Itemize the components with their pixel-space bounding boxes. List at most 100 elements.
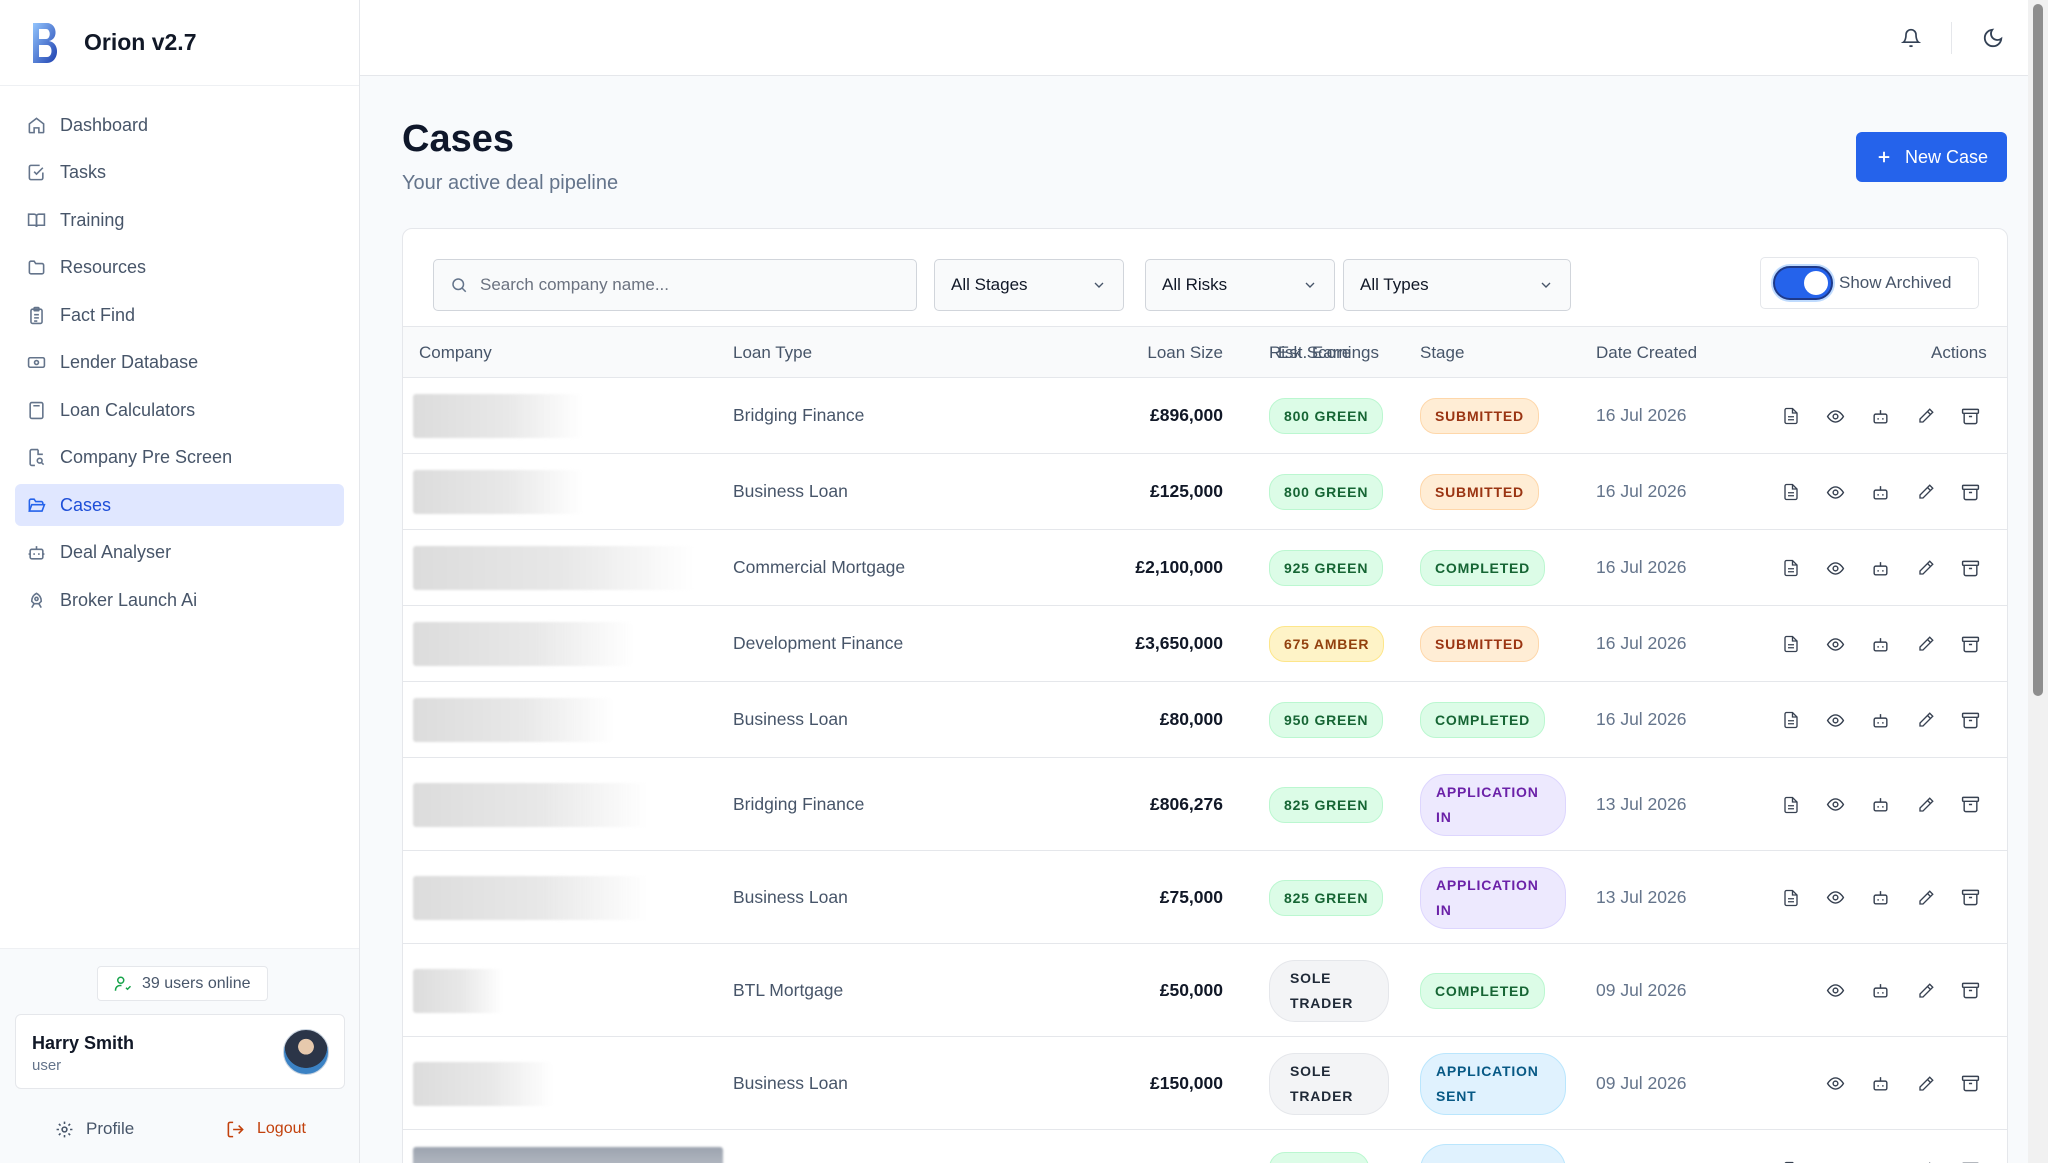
header-risk[interactable]: Risk Score: [1269, 343, 1352, 362]
table-row[interactable]: BTL Mortgage£50,000£2,495SOLE TRADERCOMP…: [403, 944, 2007, 1037]
table-row[interactable]: Commercial Mortgage£2,100,000£42,000925 …: [403, 530, 2007, 606]
bot-icon[interactable]: [1858, 976, 1903, 1006]
document-icon[interactable]: [1768, 401, 1813, 431]
bot-icon[interactable]: [1858, 883, 1903, 913]
bot-icon[interactable]: [1858, 790, 1903, 820]
view-icon[interactable]: [1813, 1155, 1858, 1163]
sidebar-item-training[interactable]: Training: [15, 199, 344, 241]
header-company[interactable]: Company: [419, 343, 492, 362]
archive-icon[interactable]: [1948, 629, 1993, 659]
view-icon[interactable]: [1813, 705, 1858, 735]
edit-icon[interactable]: [1903, 553, 1948, 583]
company-name-redacted[interactable]: [413, 394, 583, 438]
archive-icon[interactable]: [1948, 883, 1993, 913]
bot-icon[interactable]: [1858, 401, 1903, 431]
header-loan-type[interactable]: Loan Type: [733, 343, 813, 362]
edit-icon[interactable]: [1903, 1155, 1948, 1163]
company-name-redacted[interactable]: [413, 1147, 723, 1163]
sidebar-item-lender-database[interactable]: Lender Database: [15, 342, 344, 384]
company-name-redacted[interactable]: [413, 698, 613, 742]
bell-icon[interactable]: [1896, 23, 1926, 53]
new-case-button[interactable]: New Case: [1856, 132, 2007, 182]
view-icon[interactable]: [1813, 976, 1858, 1006]
table-row[interactable]: Business Loan£80,000£6,400950 GREENCOMPL…: [403, 682, 2007, 758]
sidebar-item-loan-calculators[interactable]: Loan Calculators: [15, 389, 344, 431]
edit-icon[interactable]: [1903, 477, 1948, 507]
view-icon[interactable]: [1813, 401, 1858, 431]
company-name-redacted[interactable]: [413, 546, 693, 590]
document-icon[interactable]: [1768, 553, 1813, 583]
company-name-redacted[interactable]: [413, 470, 583, 514]
risks-filter[interactable]: All Risks: [1145, 259, 1335, 311]
table-row[interactable]: Bridging Finance£896,000£17,920800 GREEN…: [403, 378, 2007, 454]
edit-icon[interactable]: [1903, 705, 1948, 735]
bot-icon[interactable]: [1858, 1155, 1903, 1163]
avatar[interactable]: [283, 1029, 329, 1075]
edit-icon[interactable]: [1903, 629, 1948, 659]
toggle-switch[interactable]: [1773, 266, 1833, 300]
sidebar-item-company-pre-screen[interactable]: Company Pre Screen: [15, 437, 344, 479]
stages-filter[interactable]: All Stages: [934, 259, 1124, 311]
header-earnings[interactable]: Est. Earnings: [1277, 343, 1379, 362]
archive-icon[interactable]: [1948, 553, 1993, 583]
edit-icon[interactable]: [1903, 790, 1948, 820]
sidebar-item-cases[interactable]: Cases: [15, 484, 344, 526]
header-date[interactable]: Date Created: [1596, 343, 1698, 362]
document-icon[interactable]: [1768, 705, 1813, 735]
sidebar-item-resources[interactable]: Resources: [15, 247, 344, 289]
archive-icon[interactable]: [1948, 1069, 1993, 1099]
user-card[interactable]: Harry Smith user: [15, 1014, 345, 1089]
bot-icon[interactable]: [1858, 553, 1903, 583]
edit-icon[interactable]: [1903, 401, 1948, 431]
bot-icon[interactable]: [1858, 1069, 1903, 1099]
archive-icon[interactable]: [1948, 1155, 1993, 1163]
company-name-redacted[interactable]: [413, 1061, 553, 1106]
moon-icon[interactable]: [1978, 23, 2008, 53]
document-icon[interactable]: [1768, 1155, 1813, 1163]
view-icon[interactable]: [1813, 790, 1858, 820]
archive-icon[interactable]: [1948, 401, 1993, 431]
brand-logo-icon[interactable]: [24, 19, 66, 67]
table-row[interactable]: Bridging Finance£806,276£16,126825 GREEN…: [403, 758, 2007, 851]
company-name-redacted[interactable]: [413, 622, 633, 666]
view-icon[interactable]: [1813, 1069, 1858, 1099]
bot-icon[interactable]: [1858, 477, 1903, 507]
view-icon[interactable]: [1813, 629, 1858, 659]
profile-button[interactable]: Profile: [55, 1111, 134, 1147]
bot-icon[interactable]: [1858, 629, 1903, 659]
archive-icon[interactable]: [1948, 976, 1993, 1006]
sidebar-item-fact-find[interactable]: Fact Find: [15, 294, 344, 336]
search-box[interactable]: [433, 259, 917, 311]
document-icon[interactable]: [1768, 790, 1813, 820]
company-name-redacted[interactable]: [413, 782, 648, 827]
types-filter[interactable]: All Types: [1343, 259, 1571, 311]
document-icon[interactable]: [1768, 477, 1813, 507]
sidebar-item-tasks[interactable]: Tasks: [15, 152, 344, 194]
archive-icon[interactable]: [1948, 790, 1993, 820]
view-icon[interactable]: [1813, 553, 1858, 583]
archive-icon[interactable]: [1948, 705, 1993, 735]
view-icon[interactable]: [1813, 477, 1858, 507]
scrollbar[interactable]: [2028, 0, 2048, 1163]
table-row[interactable]: APPLICATION: [403, 1130, 2007, 1163]
sidebar-item-deal-analyser[interactable]: Deal Analyser: [15, 532, 344, 574]
document-icon[interactable]: [1768, 629, 1813, 659]
edit-icon[interactable]: [1903, 883, 1948, 913]
bot-icon[interactable]: [1858, 705, 1903, 735]
sidebar-item-dashboard[interactable]: Dashboard: [15, 104, 344, 146]
view-icon[interactable]: [1813, 883, 1858, 913]
scrollbar-thumb[interactable]: [2033, 4, 2043, 696]
edit-icon[interactable]: [1903, 976, 1948, 1006]
logout-button[interactable]: Logout: [226, 1111, 306, 1147]
header-loan-size[interactable]: Loan Size: [1147, 343, 1223, 362]
company-name-redacted[interactable]: [413, 968, 503, 1013]
header-stage[interactable]: Stage: [1420, 343, 1465, 362]
archive-icon[interactable]: [1948, 477, 1993, 507]
table-row[interactable]: Development Finance£3,650,000£73,000675 …: [403, 606, 2007, 682]
sidebar-item-broker-launch-ai[interactable]: Broker Launch Ai: [15, 579, 344, 621]
edit-icon[interactable]: [1903, 1069, 1948, 1099]
company-name-redacted[interactable]: [413, 875, 648, 920]
